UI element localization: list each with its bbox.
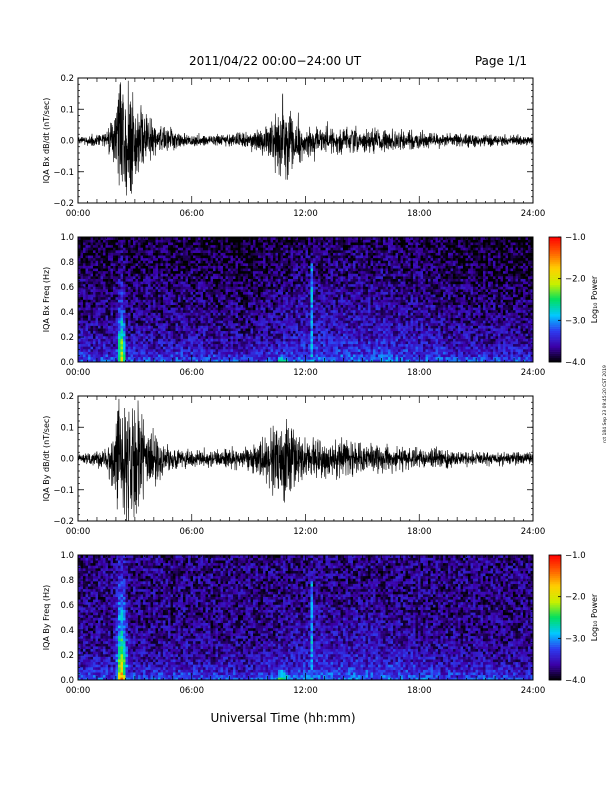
x-tick-label: 18:00 xyxy=(407,368,432,378)
colorbar-label: Log₁₀ Power xyxy=(590,275,599,323)
colorbar-label: Log₁₀ Power xyxy=(590,593,599,641)
colorbar-tick-label: −3.0 xyxy=(565,634,586,644)
y-tick-label: 1.0 xyxy=(60,233,74,243)
y-tick-label: 0.6 xyxy=(60,601,74,611)
panels: 00:00 06:00 12:00 18:00 24:00 0.2 0.1 0.0 −0.1 −0… xyxy=(42,74,599,696)
colorbar-tick-label: −3.0 xyxy=(565,316,586,326)
panel-1: 00:00 06:00 12:00 18:00 24:00 0.2 0.1 0.0 −0.1 −0… xyxy=(42,74,545,219)
x-tick-label: 00:00 xyxy=(66,527,91,537)
y-tick-label: 0.2 xyxy=(60,333,74,343)
y-tick-label: 0.2 xyxy=(60,651,74,661)
colorbar-tick-label: −2.0 xyxy=(565,275,586,285)
y-tick-label: 0.8 xyxy=(60,258,74,268)
y-tick-label: 0.0 xyxy=(60,455,74,465)
y-axis-label: IQA By Freq (Hz) xyxy=(42,585,51,651)
x-tick-label: 12:00 xyxy=(293,686,318,696)
heatmap-cells xyxy=(78,237,533,362)
x-tick-label: 24:00 xyxy=(521,527,546,537)
x-tick-label: 12:00 xyxy=(293,527,318,537)
y-tick-label: 0.0 xyxy=(60,358,74,368)
x-tick-label: 24:00 xyxy=(521,209,546,219)
x-tick-label: 12:00 xyxy=(293,368,318,378)
colorbar-tick-label: −4.0 xyxy=(565,358,586,368)
heatmap-cells xyxy=(78,555,533,680)
x-tick-label: 12:00 xyxy=(293,209,318,219)
y-tick-label: −0.2 xyxy=(53,199,74,209)
panel-4: 00:00 06:00 12:00 18:00 24:00 1.0 0.8 0.6 0.4 0.2… xyxy=(42,551,599,696)
y-tick-label: −0.1 xyxy=(53,168,74,178)
page-number: Page 1/1 xyxy=(475,54,527,68)
panel-2: 00:00 06:00 12:00 18:00 24:00 1.0 0.8 0.6 0.4 0.2… xyxy=(42,233,599,378)
figure-title: 2011/04/22 00:00−24:00 UT xyxy=(189,54,362,68)
x-tick-label: 06:00 xyxy=(180,527,205,537)
colorbar-tick-label: −2.0 xyxy=(565,593,586,603)
x-tick-label: 18:00 xyxy=(407,527,432,537)
y-tick-label: 0.4 xyxy=(60,626,74,636)
side-note: rct 184 Sep 23 09:45:20 CST 2019 xyxy=(602,365,608,443)
y-tick-label: 0.0 xyxy=(60,137,74,147)
y-axis-label: IQA Bx dB/dt (nT/sec) xyxy=(42,98,51,184)
colorbar: −1.0 −2.0 −3.0 −4.0 Log₁₀ Power xyxy=(548,233,599,368)
y-tick-label: −0.1 xyxy=(53,486,74,496)
y-tick-label: 0.1 xyxy=(60,423,74,433)
y-tick-label: 0.2 xyxy=(60,392,74,402)
x-tick-label: 00:00 xyxy=(66,209,91,219)
y-tick-label: 0.1 xyxy=(60,105,74,115)
y-tick-label: 0.2 xyxy=(60,74,74,84)
x-tick-label: 00:00 xyxy=(66,368,91,378)
series-line xyxy=(78,80,533,196)
x-tick-label: 24:00 xyxy=(521,686,546,696)
x-tick-label: 06:00 xyxy=(180,368,205,378)
x-tick-label: 18:00 xyxy=(407,209,432,219)
colorbar-tick-label: −1.0 xyxy=(565,233,586,243)
colorbar: −1.0 −2.0 −3.0 −4.0 Log₁₀ Power xyxy=(548,551,599,686)
y-tick-label: 0.4 xyxy=(60,308,74,318)
colorbar-tick-label: −4.0 xyxy=(565,676,586,686)
y-axis-label: IQA By dB/dt (nT/sec) xyxy=(42,416,51,502)
y-tick-label: 1.0 xyxy=(60,551,74,561)
y-axis-label: IQA Bx Freq (Hz) xyxy=(42,267,51,333)
y-tick-label: 0.8 xyxy=(60,576,74,586)
x-tick-label: 24:00 xyxy=(521,368,546,378)
y-tick-label: −0.2 xyxy=(53,517,74,527)
x-axis-title: Universal Time (hh:mm) xyxy=(210,711,355,725)
x-tick-label: 06:00 xyxy=(180,209,205,219)
panel-3: 00:00 06:00 12:00 18:00 24:00 0.2 0.1 0.0 −0.1 −0… xyxy=(42,392,545,537)
x-tick-label: 18:00 xyxy=(407,686,432,696)
colorbar-tick-label: −1.0 xyxy=(565,551,586,561)
y-tick-label: 0.6 xyxy=(60,283,74,293)
x-tick-label: 00:00 xyxy=(66,686,91,696)
x-tick-label: 06:00 xyxy=(180,686,205,696)
y-tick-label: 0.0 xyxy=(60,676,74,686)
series-line xyxy=(78,398,533,521)
